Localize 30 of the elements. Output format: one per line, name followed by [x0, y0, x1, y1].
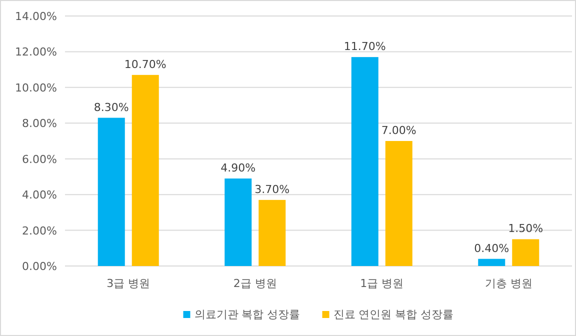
x-tick-label: 3급 병원: [106, 277, 150, 290]
legend-label: 진료 연인원 복합 성장률: [333, 308, 454, 321]
x-tick-label: 1급 병원: [360, 277, 404, 290]
bar: [351, 57, 378, 266]
legend-label: 의료기관 복합 성장률: [194, 308, 300, 321]
data-label: 1.50%: [508, 222, 544, 236]
data-label: 7.00%: [381, 124, 416, 137]
y-tick-label: 2.00%: [22, 224, 57, 238]
y-tick-label: 12.00%: [15, 46, 57, 59]
bar: [512, 239, 540, 266]
bar: [258, 200, 286, 266]
bar: [224, 178, 252, 266]
y-tick-label: 8.00%: [22, 117, 57, 130]
data-label: 10.70%: [124, 58, 166, 71]
bar: [385, 141, 412, 266]
y-tick-label: 6.00%: [22, 152, 57, 166]
data-label: 8.30%: [94, 100, 129, 114]
x-tick-label: 기층 병원: [484, 277, 532, 290]
data-label: 11.70%: [344, 40, 386, 54]
data-label: 4.90%: [220, 162, 256, 174]
data-label: 0.40%: [474, 242, 510, 255]
bar: [478, 258, 506, 266]
bar: [132, 74, 159, 266]
data-label: 3.70%: [254, 182, 290, 196]
y-tick-label: 4.00%: [22, 188, 57, 202]
bar: [98, 118, 125, 266]
y-tick-label: 14.00%: [15, 10, 57, 23]
y-tick-label: 0.00%: [22, 260, 57, 273]
x-tick-label: 2급 병원: [233, 277, 277, 290]
y-tick-label: 10.00%: [15, 81, 57, 94]
